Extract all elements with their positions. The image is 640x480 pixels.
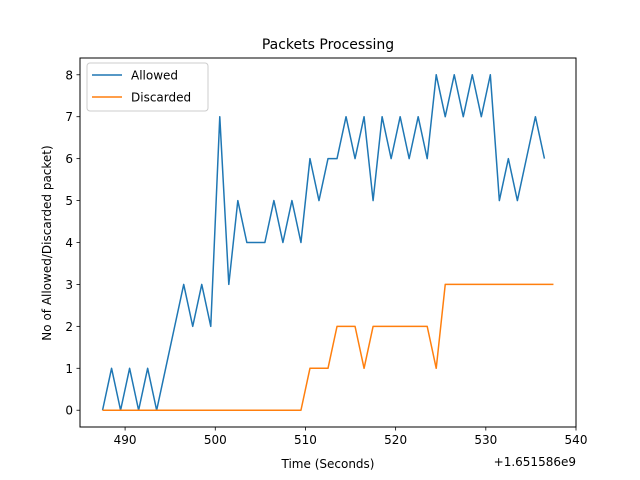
x-tick-label: 510	[294, 433, 317, 447]
x-tick-label: 490	[114, 433, 137, 447]
series-line-1	[102, 283, 554, 411]
x-axis-label: Time (Seconds)	[281, 457, 375, 471]
x-tick-label: 530	[474, 433, 497, 447]
x-axis: 490 500 510 520 530 540	[114, 427, 588, 447]
x-tick-label: 520	[384, 433, 407, 447]
x-tick-label: 540	[565, 433, 588, 447]
y-axis-label: No of Allowed/Discarded packet)	[40, 145, 54, 340]
y-tick-label: 3	[65, 278, 73, 292]
y-tick-label: 7	[65, 110, 73, 124]
y-tick-label: 8	[65, 68, 73, 82]
y-tick-label: 5	[65, 194, 73, 208]
series-layer	[101, 74, 554, 411]
y-tick-label: 4	[65, 236, 73, 250]
series-line-0	[101, 74, 546, 411]
y-tick-label: 1	[65, 362, 73, 376]
legend: Allowed Discarded	[86, 62, 209, 112]
chart-title: Packets Processing	[262, 37, 394, 53]
y-tick-label: 6	[65, 152, 73, 166]
legend-label-0: Allowed	[131, 69, 178, 83]
y-axis: 0 1 2 3 4 5 6 7 8	[65, 68, 80, 418]
y-tick-label: 0	[65, 404, 73, 418]
x-offset-label: +1.651586e9	[494, 455, 576, 469]
x-tick-label: 500	[204, 433, 227, 447]
legend-label-1: Discarded	[131, 91, 191, 105]
y-tick-label: 2	[65, 320, 73, 334]
